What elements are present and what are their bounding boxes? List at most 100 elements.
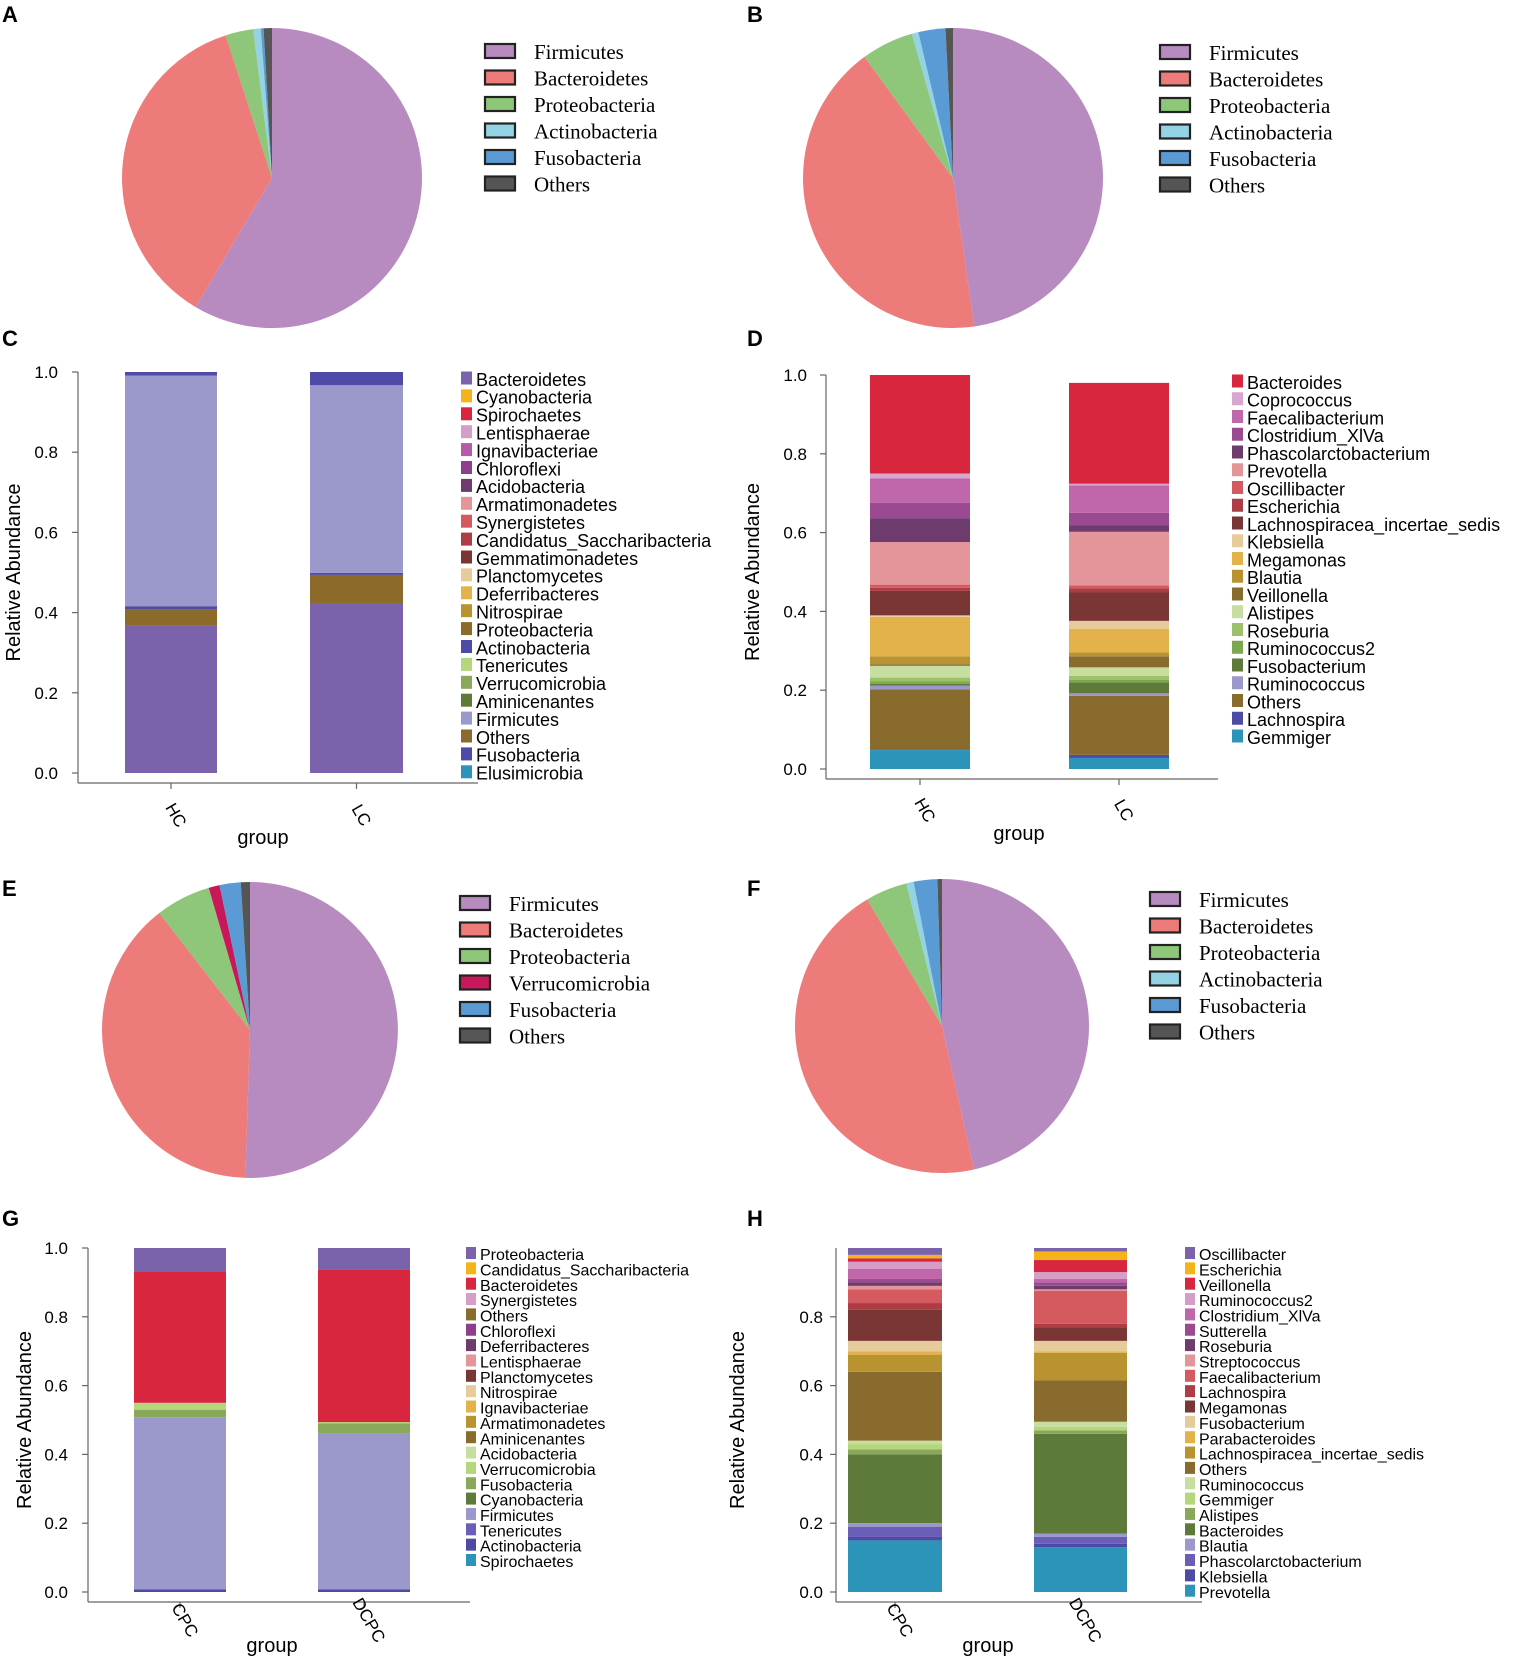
bar-segment-lc-others — [1069, 695, 1169, 755]
legend-label-klebsiella: Klebsiella — [1199, 1569, 1268, 1586]
legend-swatch-others — [1185, 1461, 1195, 1474]
bar-segment-cpc-ruminococcus — [848, 1440, 942, 1445]
legend-label-fusobacteria: Fusobacteria — [509, 998, 617, 1022]
legend-label-acidobacteria: Acidobacteria — [480, 1447, 577, 1464]
bar-segment-lc-ruminococcus — [1069, 693, 1169, 696]
bar-segment-dcpc-lachnospiracea-incertae-sedis — [1034, 1352, 1127, 1381]
legend-swatch-actinobacteria — [483, 122, 517, 139]
bar-segment-lc-firmicutes — [310, 385, 403, 573]
bar-segment-cpc-verrucomicrobia — [134, 1402, 226, 1410]
bar-segment-dcpc-fusobacteria — [318, 1423, 410, 1434]
legend-label-actinobacteria: Actinobacteria — [1209, 121, 1333, 145]
legend-swatch-others — [1148, 1023, 1182, 1040]
legend-swatch-fusobacteria — [483, 148, 517, 166]
pie-slice-actinobacteria — [906, 881, 942, 1026]
y-axis-title: Relative Abundance — [727, 1331, 749, 1509]
legend-label-spirochaetes: Spirochaetes — [476, 406, 581, 426]
y-tick-label: 1.0 — [44, 1239, 68, 1258]
legend-label-streptococcus: Streptococcus — [1199, 1355, 1300, 1372]
legend-swatch-bacteroidetes — [483, 69, 517, 86]
bar-segment-dcpc-veillonella — [1034, 1260, 1127, 1273]
pie-slice-fusobacteria — [260, 28, 272, 178]
legend-label-actinobacteria: Actinobacteria — [534, 120, 658, 144]
y-tick-label: 0.8 — [783, 445, 807, 464]
pie-slice-bacteroidetes — [803, 56, 975, 329]
y-axis-title: Relative Abundance — [14, 1331, 36, 1509]
legend-label-firmicutes: Firmicutes — [1199, 888, 1289, 912]
pie-slice-proteobacteria — [864, 33, 953, 178]
legend-label-firmicutes: Firmicutes — [1209, 41, 1299, 65]
legend-label-proteobacteria: Proteobacteria — [480, 1247, 584, 1264]
legend-label-ruminococcus: Ruminococcus — [1199, 1477, 1304, 1494]
bar-segment-hc-clostridium-xlva — [870, 502, 970, 519]
legend-swatch-lachnospira — [1232, 711, 1243, 725]
bar-segment-cpc-escherichia — [848, 1254, 942, 1259]
legend-label-clostridium-xlva: Clostridium_XlVa — [1199, 1308, 1321, 1325]
y-tick-label: 0.8 — [799, 1308, 823, 1327]
legend-swatch-cyanobacteria — [461, 389, 472, 403]
pie-slice-actinobacteria — [911, 32, 953, 178]
legend-label-klebsiella: Klebsiella — [1247, 533, 1325, 553]
legend-swatch-actinobacteria — [466, 1538, 476, 1551]
legend-label-alistipes: Alistipes — [1199, 1508, 1259, 1525]
x-tick-label-lc: LC — [1110, 796, 1137, 824]
legend-swatch-roseburia — [1185, 1339, 1195, 1352]
bar-segment-hc-coprococcus — [870, 473, 970, 479]
legend-label-actinobacteria: Actinobacteria — [476, 638, 591, 658]
legend-swatch-lachnospira — [1185, 1385, 1195, 1398]
bar-segment-cpc-alistipes — [848, 1449, 942, 1455]
bar-segment-hc-bacteroidetes — [125, 625, 217, 773]
legend-label-spirochaetes: Spirochaetes — [480, 1554, 573, 1571]
legend-swatch-planctomycetes — [461, 568, 472, 582]
bar-segment-dcpc-clostridium-xlva — [1034, 1278, 1127, 1283]
legend-label-firmicutes: Firmicutes — [509, 892, 599, 916]
bar-segment-cpc-ruminococcus2 — [848, 1261, 942, 1269]
legend-swatch-proteobacteria — [458, 947, 492, 965]
y-tick-label: 0.4 — [783, 602, 807, 621]
bar-segment-hc-lachnospiracea-incertae-sedis — [870, 590, 970, 616]
bar-segment-dcpc-gemmiger — [1034, 1426, 1127, 1431]
bar-chart-d: 0.0 0.2 0.4 0.6 0.8 1.0 HC LC group Relative Abun… — [742, 366, 1500, 845]
legend-label-planctomycetes: Planctomycetes — [480, 1370, 593, 1387]
x-tick-label-hc: HC — [910, 795, 939, 826]
bar-segment-lc-faecalibacterium — [1069, 485, 1169, 513]
legend-swatch-proteobacteria — [1158, 96, 1192, 114]
bar-segment-lc-fusobacteria — [310, 372, 403, 386]
y-tick-label: 0.6 — [44, 1377, 68, 1396]
bar-segment-dcpc-faecalibacterium — [1034, 1291, 1127, 1324]
legend-label-bacteroides: Bacteroides — [1247, 373, 1342, 393]
pie-slice-bacteroidetes — [101, 913, 250, 1178]
y-tick-label: 0.2 — [34, 684, 58, 703]
bar-segment-dcpc-bacteroidetes — [318, 1269, 410, 1423]
legend-swatch-sutterella — [1185, 1323, 1195, 1336]
bar-segment-lc-bacteroidetes — [310, 602, 403, 773]
pie-slice-firmicutes — [942, 879, 1090, 1170]
legend-swatch-synergistetes — [461, 514, 472, 528]
legend-swatch-others — [1232, 694, 1243, 707]
bar-segment-lc-prevotella — [1069, 531, 1169, 586]
bar-segment-dcpc-blautia — [1034, 1533, 1127, 1537]
bar-segment-lc-bacteroides — [1069, 382, 1169, 484]
bar-segment-lc-blautia — [1069, 652, 1169, 657]
legend-swatch-firmicutes — [483, 42, 517, 60]
bar-segment-dcpc-parabacteroides — [1034, 1351, 1127, 1353]
bar-segment-cpc-gemmiger — [848, 1444, 942, 1450]
legend-label-planctomycetes: Planctomycetes — [476, 567, 603, 587]
legend-label-ignavibacteriae: Ignavibacteriae — [480, 1401, 589, 1418]
legend-swatch-bacteroidetes — [461, 371, 472, 385]
legend-label-fusobacteria: Fusobacteria — [1199, 994, 1307, 1018]
legend-label-ignavibacteriae: Ignavibacteriae — [476, 441, 598, 461]
legend-swatch-fusobacteria — [1158, 149, 1192, 167]
legend-swatch-clostridium-xlva — [1232, 427, 1243, 441]
bar-segment-dcpc-ruminococcus — [1034, 1421, 1127, 1427]
bar-segment-hc-gemmiger — [870, 750, 970, 769]
legend-swatch-faecalibacterium — [1232, 410, 1243, 423]
legend-label-synergistetes: Synergistetes — [480, 1293, 577, 1310]
legend-label-lachnospiracea-incertae-sedis: Lachnospiracea_incertae_sedis — [1199, 1447, 1424, 1464]
pie-slice-fusobacteria — [918, 28, 953, 178]
legend-label-others: Others — [534, 173, 590, 197]
legend-swatch-fusobacteria — [466, 1477, 476, 1490]
legend-label-coprococcus: Coprococcus — [1247, 391, 1352, 411]
legend-label-oscillibacter: Oscillibacter — [1199, 1247, 1287, 1264]
